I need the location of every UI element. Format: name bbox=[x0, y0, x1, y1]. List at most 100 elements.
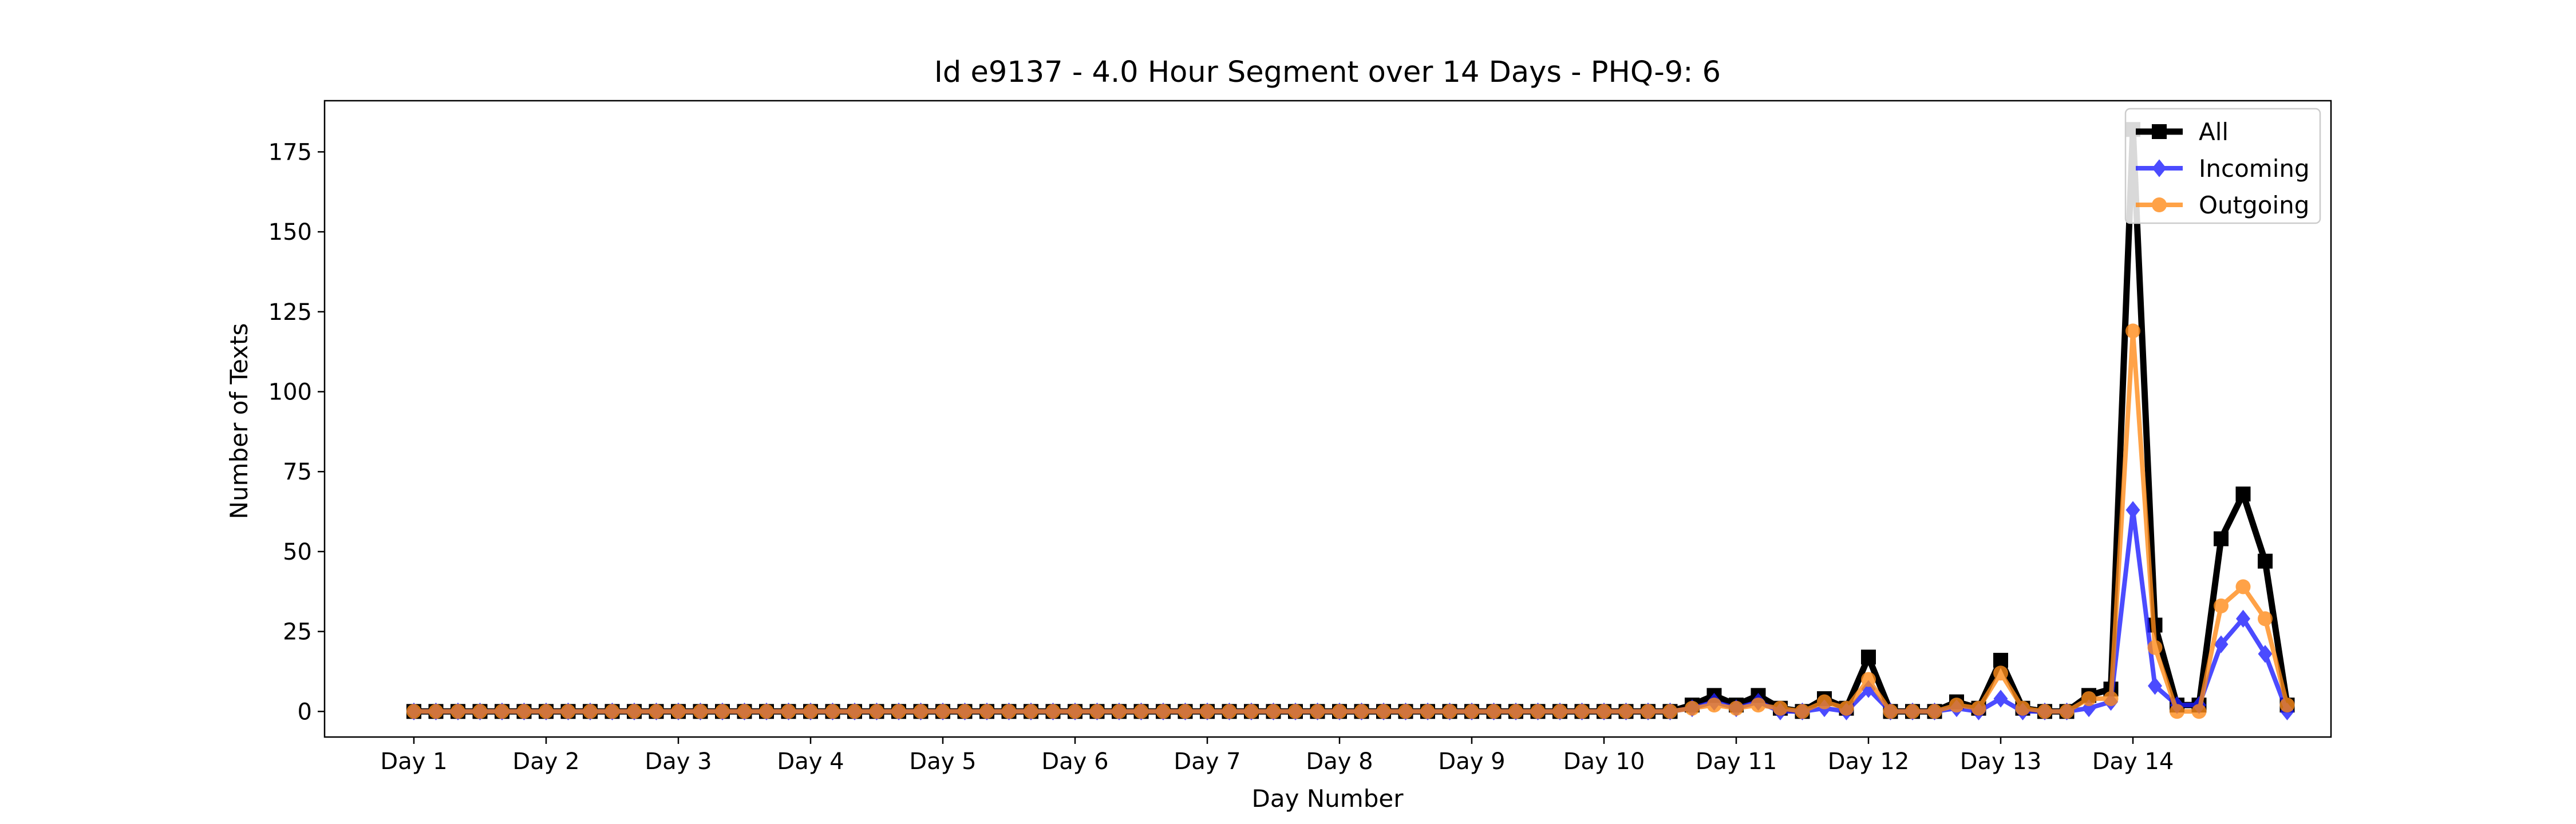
data-point-outgoing bbox=[1530, 704, 1546, 719]
x-tick-label: Day 7 bbox=[1174, 748, 1240, 775]
data-point-outgoing bbox=[2235, 579, 2251, 595]
legend-label-all: All bbox=[2199, 118, 2229, 146]
data-point-outgoing bbox=[1773, 700, 1788, 716]
data-point-outgoing bbox=[516, 704, 532, 719]
data-point-incoming bbox=[2125, 501, 2140, 519]
data-point-outgoing bbox=[1729, 700, 1744, 716]
data-point-outgoing bbox=[1993, 665, 2008, 681]
data-point-outgoing bbox=[979, 704, 994, 719]
data-point-outgoing bbox=[1751, 698, 1766, 713]
x-tick-label: Day 14 bbox=[2092, 748, 2174, 775]
x-tick-label: Day 5 bbox=[909, 748, 976, 775]
data-point-outgoing bbox=[2081, 691, 2096, 706]
data-point-outgoing bbox=[1486, 704, 1502, 719]
data-point-outgoing bbox=[1597, 704, 1611, 719]
data-point-outgoing bbox=[1464, 704, 1479, 719]
data-point-outgoing bbox=[2191, 704, 2207, 719]
data-point-outgoing bbox=[406, 704, 421, 719]
data-point-outgoing bbox=[869, 704, 884, 719]
data-point-outgoing bbox=[1266, 704, 1281, 719]
data-point-outgoing bbox=[2015, 700, 2030, 716]
x-tick-label: Day 2 bbox=[512, 748, 579, 775]
data-point-outgoing bbox=[1354, 704, 1369, 719]
data-point-outgoing bbox=[803, 704, 818, 719]
data-point-outgoing bbox=[1156, 704, 1171, 719]
data-point-incoming bbox=[2258, 645, 2273, 663]
data-point-outgoing bbox=[1508, 704, 1523, 719]
data-point-incoming bbox=[1993, 690, 2008, 708]
x-tick-label: Day 9 bbox=[1438, 748, 1505, 775]
data-point-outgoing bbox=[539, 704, 554, 719]
data-point-outgoing bbox=[2125, 323, 2140, 339]
data-point-outgoing bbox=[1839, 700, 1854, 716]
data-point-outgoing bbox=[1001, 704, 1017, 719]
data-point-outgoing bbox=[627, 704, 642, 719]
data-point-outgoing bbox=[1618, 704, 1634, 719]
data-point-all bbox=[2258, 553, 2273, 569]
data-point-outgoing bbox=[1310, 704, 1325, 719]
plot-area: 0 25 50 75 100 125 150 175 Day 1 Day 2 Day 3 Day 4 D… bbox=[268, 100, 2332, 775]
y-tick-label: 100 bbox=[268, 379, 312, 406]
data-point-outgoing bbox=[2214, 598, 2229, 613]
legend-marker bbox=[2152, 124, 2167, 139]
data-point-all bbox=[1993, 652, 2008, 668]
legend-label-incoming: Incoming bbox=[2199, 154, 2310, 183]
data-point-outgoing bbox=[472, 704, 488, 719]
x-tick-label: Day 6 bbox=[1041, 748, 1108, 775]
series-outgoing bbox=[406, 323, 2295, 719]
data-point-outgoing bbox=[693, 704, 708, 719]
data-point-outgoing bbox=[2059, 704, 2075, 719]
data-point-outgoing bbox=[1883, 704, 1898, 719]
data-point-outgoing bbox=[671, 704, 686, 719]
legend-swatch-incoming bbox=[2136, 159, 2183, 177]
data-point-outgoing bbox=[1112, 704, 1127, 719]
data-point-outgoing bbox=[1442, 704, 1457, 719]
legend-marker bbox=[2152, 159, 2167, 177]
legend-marker bbox=[2152, 197, 2167, 212]
data-point-outgoing bbox=[1685, 700, 1700, 716]
data-point-outgoing bbox=[935, 704, 950, 719]
data-point-outgoing bbox=[1574, 704, 1590, 719]
data-point-outgoing bbox=[913, 704, 929, 719]
data-point-incoming bbox=[2148, 676, 2162, 695]
x-tick-label: Day 11 bbox=[1696, 748, 1777, 775]
x-tick-label: Day 12 bbox=[1828, 748, 1910, 775]
data-point-incoming bbox=[2236, 609, 2250, 628]
data-point-outgoing bbox=[1200, 704, 1215, 719]
y-tick-label: 25 bbox=[283, 619, 312, 645]
data-point-outgoing bbox=[2170, 704, 2184, 719]
data-point-outgoing bbox=[759, 704, 774, 719]
data-point-outgoing bbox=[737, 704, 752, 719]
x-tick-label: Day 8 bbox=[1306, 748, 1373, 775]
data-point-outgoing bbox=[428, 704, 444, 719]
x-tick-label: Day 3 bbox=[645, 748, 712, 775]
data-point-incoming bbox=[2214, 635, 2229, 653]
data-point-outgoing bbox=[1045, 704, 1061, 719]
legend-label-outgoing: Outgoing bbox=[2199, 191, 2309, 219]
data-point-outgoing bbox=[583, 704, 598, 719]
data-point-outgoing bbox=[1222, 704, 1237, 719]
y-axis-label: Number of Texts bbox=[225, 323, 253, 520]
data-point-outgoing bbox=[1861, 672, 1876, 687]
chart-title: Id e9137 - 4.0 Hour Segment over 14 Days… bbox=[934, 56, 1721, 89]
data-point-all bbox=[2235, 486, 2251, 502]
data-point-outgoing bbox=[1971, 700, 1986, 716]
legend-box bbox=[2124, 108, 2321, 224]
data-point-outgoing bbox=[2037, 704, 2052, 719]
data-point-outgoing bbox=[957, 704, 973, 719]
legend-swatch-all bbox=[2136, 124, 2183, 139]
data-point-outgoing bbox=[1817, 694, 1832, 710]
data-point-outgoing bbox=[1927, 704, 1942, 719]
data-point-outgoing bbox=[2279, 698, 2295, 713]
data-point-outgoing bbox=[1398, 704, 1413, 719]
y-tick-label: 125 bbox=[268, 299, 312, 326]
data-point-outgoing bbox=[2258, 611, 2273, 627]
legend-swatch-outgoing bbox=[2136, 197, 2183, 212]
data-point-outgoing bbox=[1905, 704, 1920, 719]
data-point-outgoing bbox=[451, 704, 465, 719]
data-point-outgoing bbox=[2147, 640, 2163, 655]
data-point-outgoing bbox=[1288, 704, 1303, 719]
data-point-outgoing bbox=[1133, 704, 1149, 719]
data-point-outgoing bbox=[1024, 704, 1038, 719]
